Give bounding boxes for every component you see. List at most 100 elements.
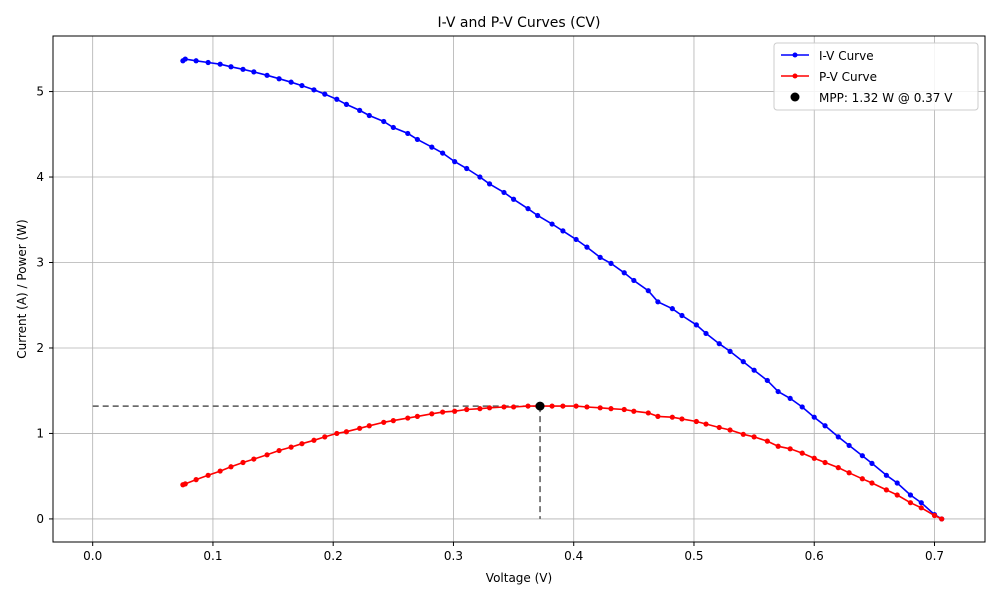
pv-data-point xyxy=(322,434,328,440)
pv-data-point xyxy=(299,441,305,447)
iv-data-point xyxy=(560,228,566,234)
pv-data-point xyxy=(182,481,188,487)
iv-data-point xyxy=(669,306,675,312)
iv-data-point xyxy=(535,212,541,219)
iv-data-point xyxy=(414,136,420,143)
y-tick-label: 5 xyxy=(36,85,44,99)
pv-data-point xyxy=(228,464,234,470)
pv-data-point xyxy=(939,516,945,522)
x-axis-title: Voltage (V) xyxy=(486,571,552,585)
iv-data-point xyxy=(549,221,555,227)
pv-data-point xyxy=(883,487,889,493)
legend-mpp-label: MPP: 1.32 W @ 0.37 V xyxy=(819,91,953,105)
pv-data-point xyxy=(251,456,257,462)
iv-data-point xyxy=(787,395,793,402)
pv-data-point xyxy=(276,447,282,454)
pv-data-point xyxy=(486,405,493,411)
iv-data-point xyxy=(264,72,270,78)
iv-data-point xyxy=(440,150,446,156)
iv-data-point xyxy=(311,87,317,93)
y-tick-label: 1 xyxy=(36,426,44,440)
pv-data-point xyxy=(414,413,420,419)
legend-pv-marker xyxy=(792,73,798,79)
iv-data-point xyxy=(751,367,757,373)
plot-series xyxy=(180,56,945,522)
pv-data-point xyxy=(799,450,805,456)
x-axis: 0.0 0.1 0.2 0.3 0.4 0.5 0.6 0.7 xyxy=(83,542,944,563)
pv-data-point xyxy=(217,468,223,474)
pv-data-point xyxy=(608,406,614,412)
pv-data-point xyxy=(390,418,396,424)
legend-mpp-marker xyxy=(790,92,800,102)
pv-data-point xyxy=(751,434,757,440)
iv-data-point xyxy=(573,236,579,243)
x-tick-label: 0.6 xyxy=(805,549,824,563)
pv-data-point xyxy=(205,472,211,478)
pv-data-point xyxy=(631,408,637,414)
pv-data-point xyxy=(573,403,579,409)
pv-data-point xyxy=(822,459,828,466)
iv-data-point xyxy=(655,299,661,305)
x-tick-label: 0.5 xyxy=(684,549,703,563)
pv-data-point xyxy=(452,408,458,414)
grid xyxy=(53,36,985,542)
y-tick-label: 3 xyxy=(36,256,44,270)
pv-data-point xyxy=(584,404,590,410)
iv-data-point xyxy=(716,341,722,347)
iv-data-point xyxy=(510,196,517,202)
legend-iv-label: I-V Curve xyxy=(819,49,874,63)
iv-data-point xyxy=(727,348,733,354)
iv-data-point xyxy=(405,130,411,137)
iv-data-point xyxy=(597,254,603,260)
pv-data-point xyxy=(240,459,246,466)
pv-data-point xyxy=(501,404,507,410)
pv-data-point xyxy=(740,431,746,437)
iv-data-point xyxy=(343,101,350,107)
iv-data-point xyxy=(822,423,828,429)
iv-data-point xyxy=(703,330,709,337)
iv-data-point xyxy=(357,107,363,113)
pv-data-point xyxy=(381,419,387,425)
pv-data-point xyxy=(669,414,675,420)
x-tick-label: 0.0 xyxy=(83,549,102,563)
iv-data-point xyxy=(366,112,372,119)
pv-data-point xyxy=(679,416,685,422)
legend-iv-marker xyxy=(792,52,798,58)
pv-data-point xyxy=(787,446,793,452)
iv-data-point xyxy=(894,480,900,486)
pv-data-point xyxy=(334,430,340,437)
iv-data-point xyxy=(228,64,234,70)
iv-data-point xyxy=(477,174,483,180)
plot-frame xyxy=(52,35,986,543)
pv-data-point xyxy=(811,455,817,461)
iv-data-point xyxy=(251,69,257,75)
x-tick-label: 0.3 xyxy=(444,549,463,563)
pv-data-point xyxy=(846,470,852,476)
pv-data-point xyxy=(193,477,199,483)
iv-data-point xyxy=(859,453,865,459)
iv-data-point xyxy=(193,58,199,64)
pv-data-point xyxy=(918,505,924,511)
y-axis-title: Current (A) / Power (W) xyxy=(15,219,29,358)
pv-data-point xyxy=(477,406,483,412)
iv-data-point xyxy=(381,118,387,125)
iv-data-point xyxy=(645,288,651,294)
y-tick-label: 4 xyxy=(36,170,44,184)
x-tick-label: 0.2 xyxy=(324,549,343,563)
iv-data-point xyxy=(525,206,531,212)
pv-data-point xyxy=(549,403,555,409)
legend-box xyxy=(773,42,979,111)
pv-data-point xyxy=(525,403,531,409)
pv-data-point xyxy=(859,476,865,482)
iv-data-point xyxy=(740,359,746,365)
pv-data-point xyxy=(894,492,900,498)
pv-data-point xyxy=(288,444,294,450)
pv-data-point xyxy=(464,406,470,413)
iv-data-point xyxy=(764,377,770,384)
y-tick-label: 2 xyxy=(36,341,44,355)
iv-data-point xyxy=(182,56,188,62)
pv-data-point xyxy=(343,429,350,435)
iv-data-point xyxy=(693,322,699,328)
iv-data-point xyxy=(240,66,246,72)
